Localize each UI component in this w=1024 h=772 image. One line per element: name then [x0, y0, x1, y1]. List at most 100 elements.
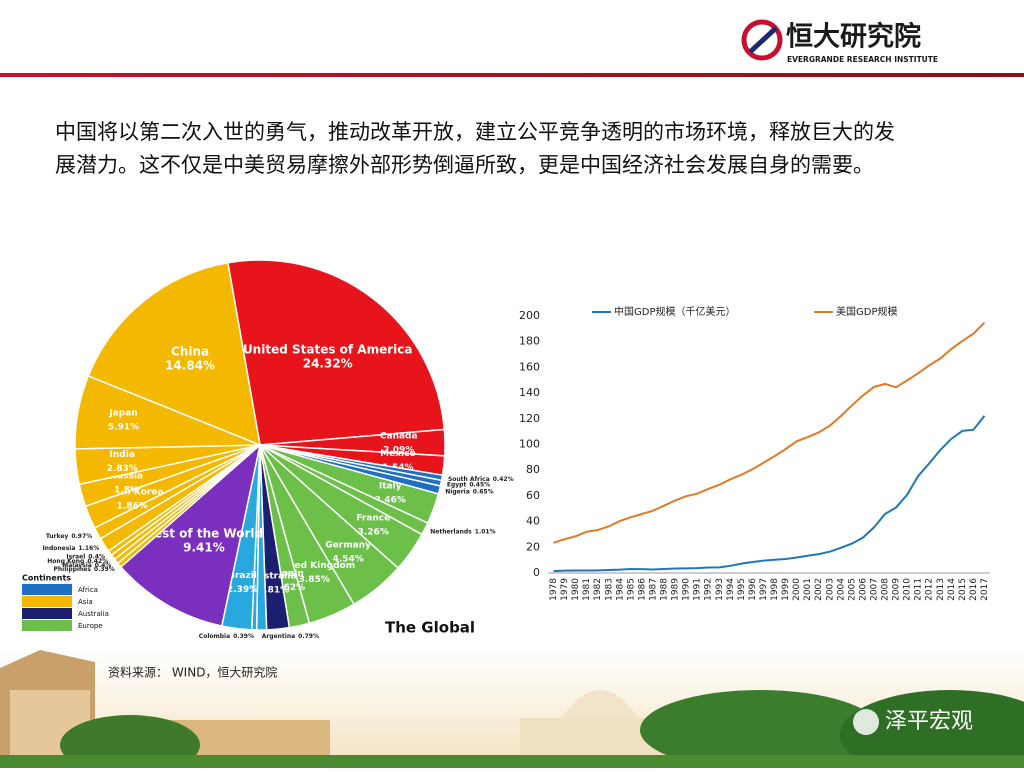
- region-value: 0.42%: [87, 557, 108, 564]
- logo-text: 恒大研究院: [786, 21, 921, 53]
- series-line: [553, 415, 986, 573]
- x-tick-label: 1986: [637, 578, 647, 601]
- x-tick-label: 1997: [759, 578, 769, 601]
- legend-label: Asia: [78, 598, 93, 606]
- region-label: Rest of the World: [145, 526, 263, 540]
- logo: 恒大研究院 EVERGRANDE RESEARCH INSTITUTE: [741, 19, 938, 64]
- x-tick-label: 2006: [858, 578, 868, 601]
- region-label: Turkey 0.97%: [46, 533, 92, 540]
- region-name: Nigeria: [445, 488, 470, 495]
- region-label: Nigeria 0.65%: [445, 488, 493, 495]
- scenery: [0, 650, 1024, 772]
- trees: [640, 690, 880, 770]
- region-value: 2.83%: [107, 464, 138, 474]
- region-value: 0.65%: [473, 488, 494, 495]
- x-tick-label: 1996: [748, 578, 758, 601]
- x-tick-label: 2017: [980, 578, 990, 601]
- x-tick-label: 1984: [615, 578, 625, 601]
- region-label: France: [356, 514, 390, 524]
- x-tick-label: 2010: [903, 578, 913, 601]
- x-tick-label: 1983: [604, 578, 614, 601]
- region-label: Japan: [108, 409, 137, 419]
- legend-label: 美国GDP规模: [836, 305, 897, 318]
- x-tick-label: 1981: [582, 578, 592, 601]
- watermark-icon: [853, 709, 879, 735]
- x-tick-label: 1999: [781, 578, 791, 601]
- x-tick-label: 1989: [671, 578, 681, 601]
- x-tick-label: 2008: [881, 578, 891, 601]
- region-value: 1.62%: [274, 583, 305, 593]
- region-name: Netherlands: [430, 528, 472, 535]
- region-label: Russia: [110, 471, 143, 481]
- region-label: Philippines 0.39%: [54, 566, 115, 573]
- x-tick-label: 1993: [715, 578, 725, 601]
- region-label: Spain: [275, 569, 304, 579]
- legend-swatch: [22, 608, 72, 619]
- region-name: Indonesia: [42, 545, 75, 552]
- x-tick-label: 1982: [593, 578, 603, 601]
- region-label: Malaysia 0.4%: [62, 562, 111, 569]
- body-line: 中国将以第二次入世的勇气，推动改革开放，建立公平竞争透明的市场环境，释放巨大的发: [55, 120, 895, 144]
- region-value: 1.86%: [117, 502, 148, 512]
- region: [119, 442, 262, 627]
- region-label: Canada: [380, 432, 418, 442]
- region-value: 0.45%: [469, 481, 490, 488]
- x-tick-label: 2004: [836, 578, 846, 601]
- x-tick-label: 1990: [682, 578, 692, 601]
- logo-icon: [741, 19, 783, 61]
- region-value: 0.79%: [298, 632, 319, 639]
- region-value: 0.4%: [88, 553, 105, 560]
- y-tick-label: 20: [526, 540, 540, 553]
- region-label: Hong Kong 0.42%: [47, 557, 108, 564]
- y-tick-label: 60: [526, 489, 540, 502]
- region-name: Egypt: [447, 481, 467, 488]
- x-tick-label: 2012: [925, 578, 935, 601]
- x-tick-label: 1987: [648, 578, 658, 601]
- region-value: 5.91%: [108, 423, 139, 433]
- region-value: 2.46%: [375, 495, 406, 505]
- region-label: Argentina 0.79%: [262, 632, 319, 639]
- region-name: Philippines: [54, 566, 92, 573]
- x-tick-label: 1998: [770, 578, 780, 601]
- region-value: 1.01%: [475, 528, 496, 535]
- legend-swatch: [22, 596, 72, 607]
- legend-label: Africa: [78, 586, 98, 594]
- x-tick-label: 2009: [892, 578, 902, 601]
- y-tick-label: 100: [519, 438, 540, 451]
- region-value: 0.39%: [233, 632, 254, 639]
- region: [227, 259, 446, 446]
- region-label: India: [110, 450, 135, 460]
- x-tick-label: 2005: [847, 578, 857, 601]
- x-tick-label: 2013: [936, 578, 946, 601]
- region-value: 0.39%: [94, 566, 115, 573]
- x-tick-label: 2002: [814, 578, 824, 601]
- y-tick-label: 160: [519, 360, 540, 373]
- x-tick-label: 1985: [626, 578, 636, 601]
- region-value: 1.16%: [78, 545, 99, 552]
- region-label: China: [171, 344, 209, 358]
- x-tick-label: 2007: [869, 578, 879, 601]
- region-label: Italy: [379, 481, 402, 491]
- y-tick-label: 120: [519, 412, 540, 425]
- x-tick-label: 2016: [969, 578, 979, 601]
- body-line: 展潜力。这不仅是中美贸易摩擦外部形势倒逼所致，更是中国经济社会发展自身的需要。: [55, 153, 874, 177]
- chart-title: The Global: [385, 619, 475, 637]
- region-value: 14.84%: [165, 358, 215, 372]
- region-label: United States of America: [243, 343, 413, 357]
- x-tick-label: 1979: [560, 578, 570, 601]
- region-value: 0.97%: [71, 533, 92, 540]
- legend-label: Australia: [78, 610, 109, 618]
- region-label: Germany: [325, 541, 371, 551]
- x-tick-label: 2000: [792, 578, 802, 601]
- x-tick-label: 2011: [914, 578, 924, 601]
- region-label: Netherlands 1.01%: [430, 528, 495, 535]
- region-label: Mexico: [380, 449, 415, 459]
- dome: [560, 690, 640, 720]
- x-tick-label: 1978: [549, 578, 559, 601]
- legend-label: Europe: [78, 622, 103, 630]
- region-name: Argentina: [262, 632, 295, 639]
- watermark: 泽平宏观: [885, 709, 973, 734]
- y-tick-label: 0: [533, 566, 540, 579]
